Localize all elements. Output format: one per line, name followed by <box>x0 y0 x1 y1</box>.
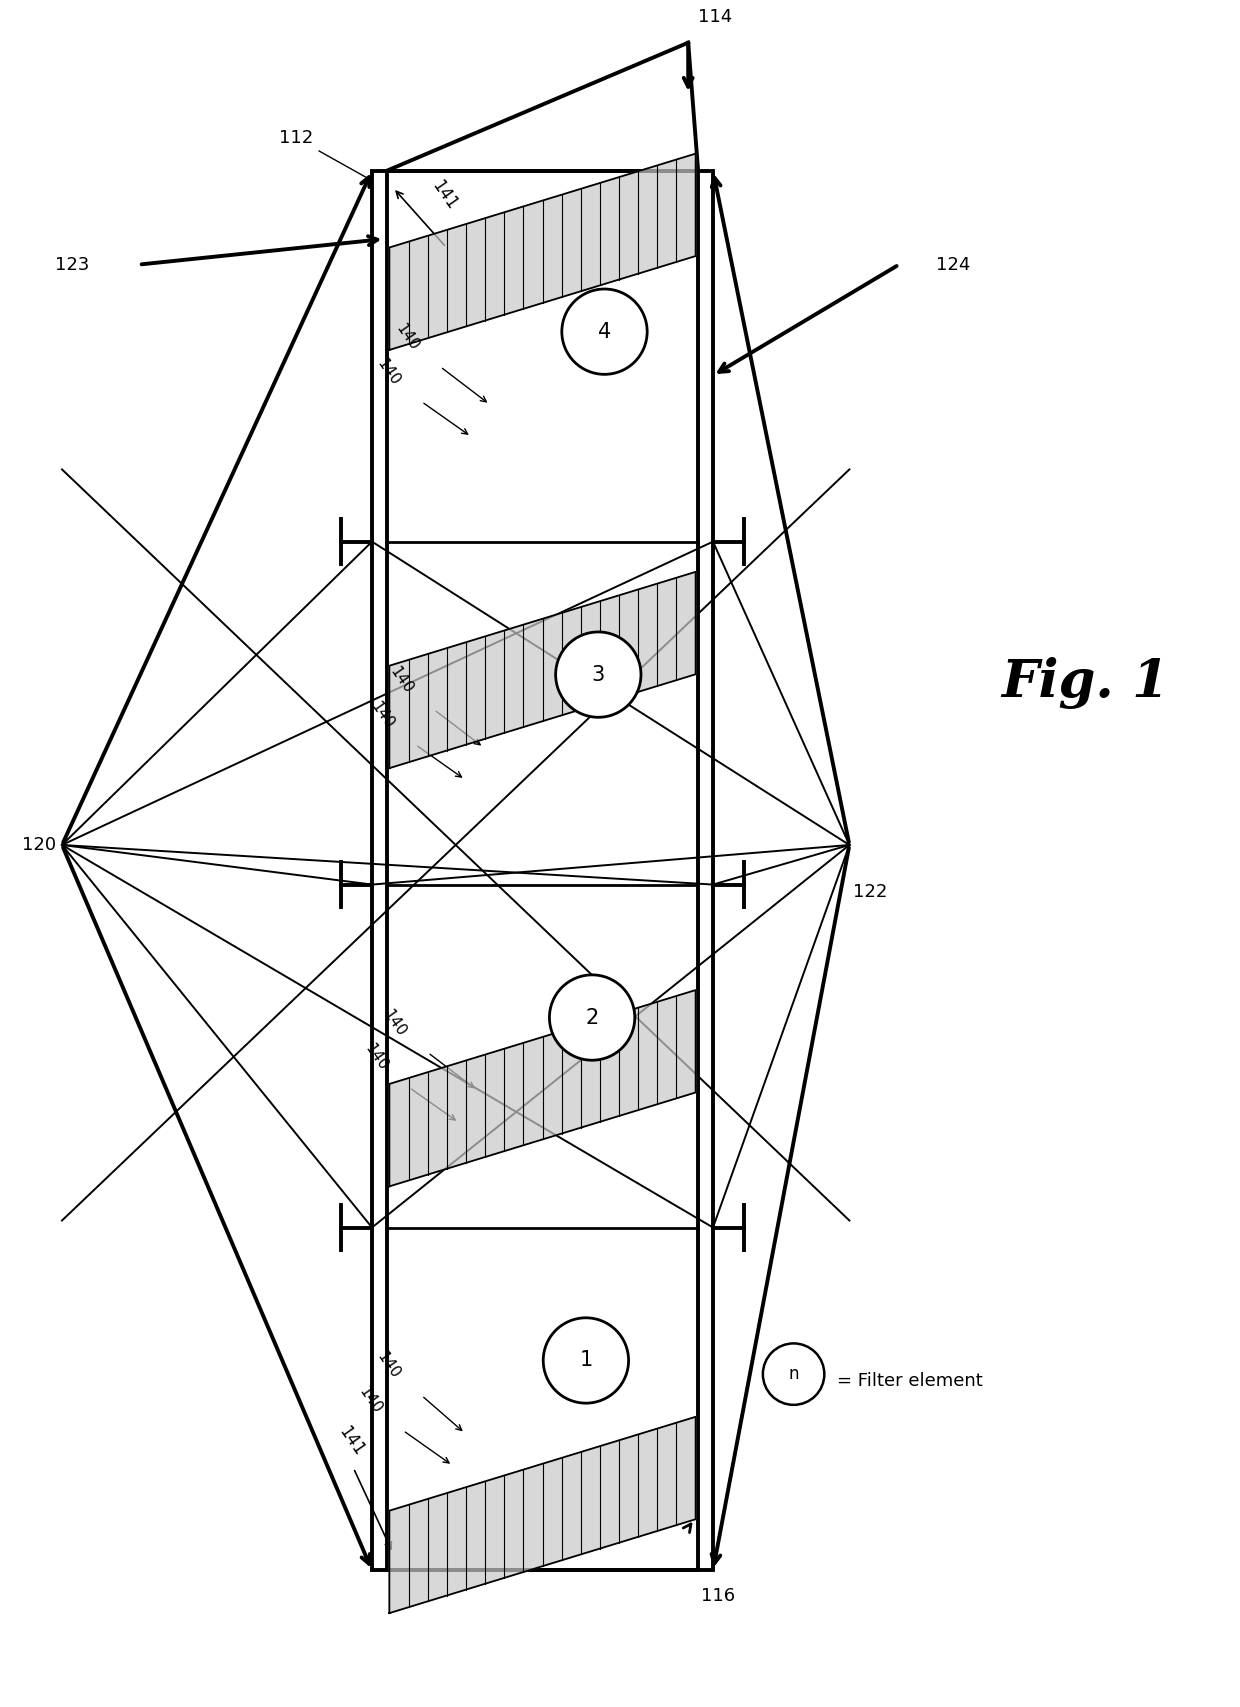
Text: 140: 140 <box>362 1041 391 1074</box>
Text: 141: 141 <box>428 178 461 213</box>
Text: 124: 124 <box>936 256 971 273</box>
Text: 112: 112 <box>279 130 367 178</box>
Circle shape <box>556 632 641 717</box>
Text: 140: 140 <box>381 1007 409 1040</box>
Text: 3: 3 <box>591 664 605 685</box>
Text: 120: 120 <box>22 836 57 854</box>
Circle shape <box>549 975 635 1060</box>
Text: 114: 114 <box>698 7 733 26</box>
Text: Fig. 1: Fig. 1 <box>1001 657 1169 708</box>
Polygon shape <box>389 154 696 350</box>
Text: 140: 140 <box>374 1350 403 1383</box>
Circle shape <box>562 288 647 374</box>
Text: 122: 122 <box>853 883 888 901</box>
Text: 2: 2 <box>585 1007 599 1028</box>
Circle shape <box>763 1343 825 1405</box>
Text: 1: 1 <box>579 1350 593 1371</box>
Polygon shape <box>389 1417 696 1613</box>
Text: 4: 4 <box>598 321 611 341</box>
Bar <box>372 171 713 1570</box>
Circle shape <box>543 1318 629 1403</box>
Text: 140: 140 <box>368 698 397 731</box>
Text: 140: 140 <box>393 321 422 353</box>
Text: = Filter element: = Filter element <box>837 1372 982 1389</box>
Text: 123: 123 <box>55 256 89 273</box>
Text: 116: 116 <box>701 1588 735 1605</box>
Text: 141: 141 <box>335 1424 368 1459</box>
Text: n: n <box>789 1366 799 1383</box>
Text: 140: 140 <box>356 1384 384 1417</box>
Text: 140: 140 <box>387 664 415 696</box>
Polygon shape <box>389 990 696 1186</box>
Text: 140: 140 <box>374 355 403 387</box>
Polygon shape <box>389 572 696 768</box>
Bar <box>387 171 698 1570</box>
